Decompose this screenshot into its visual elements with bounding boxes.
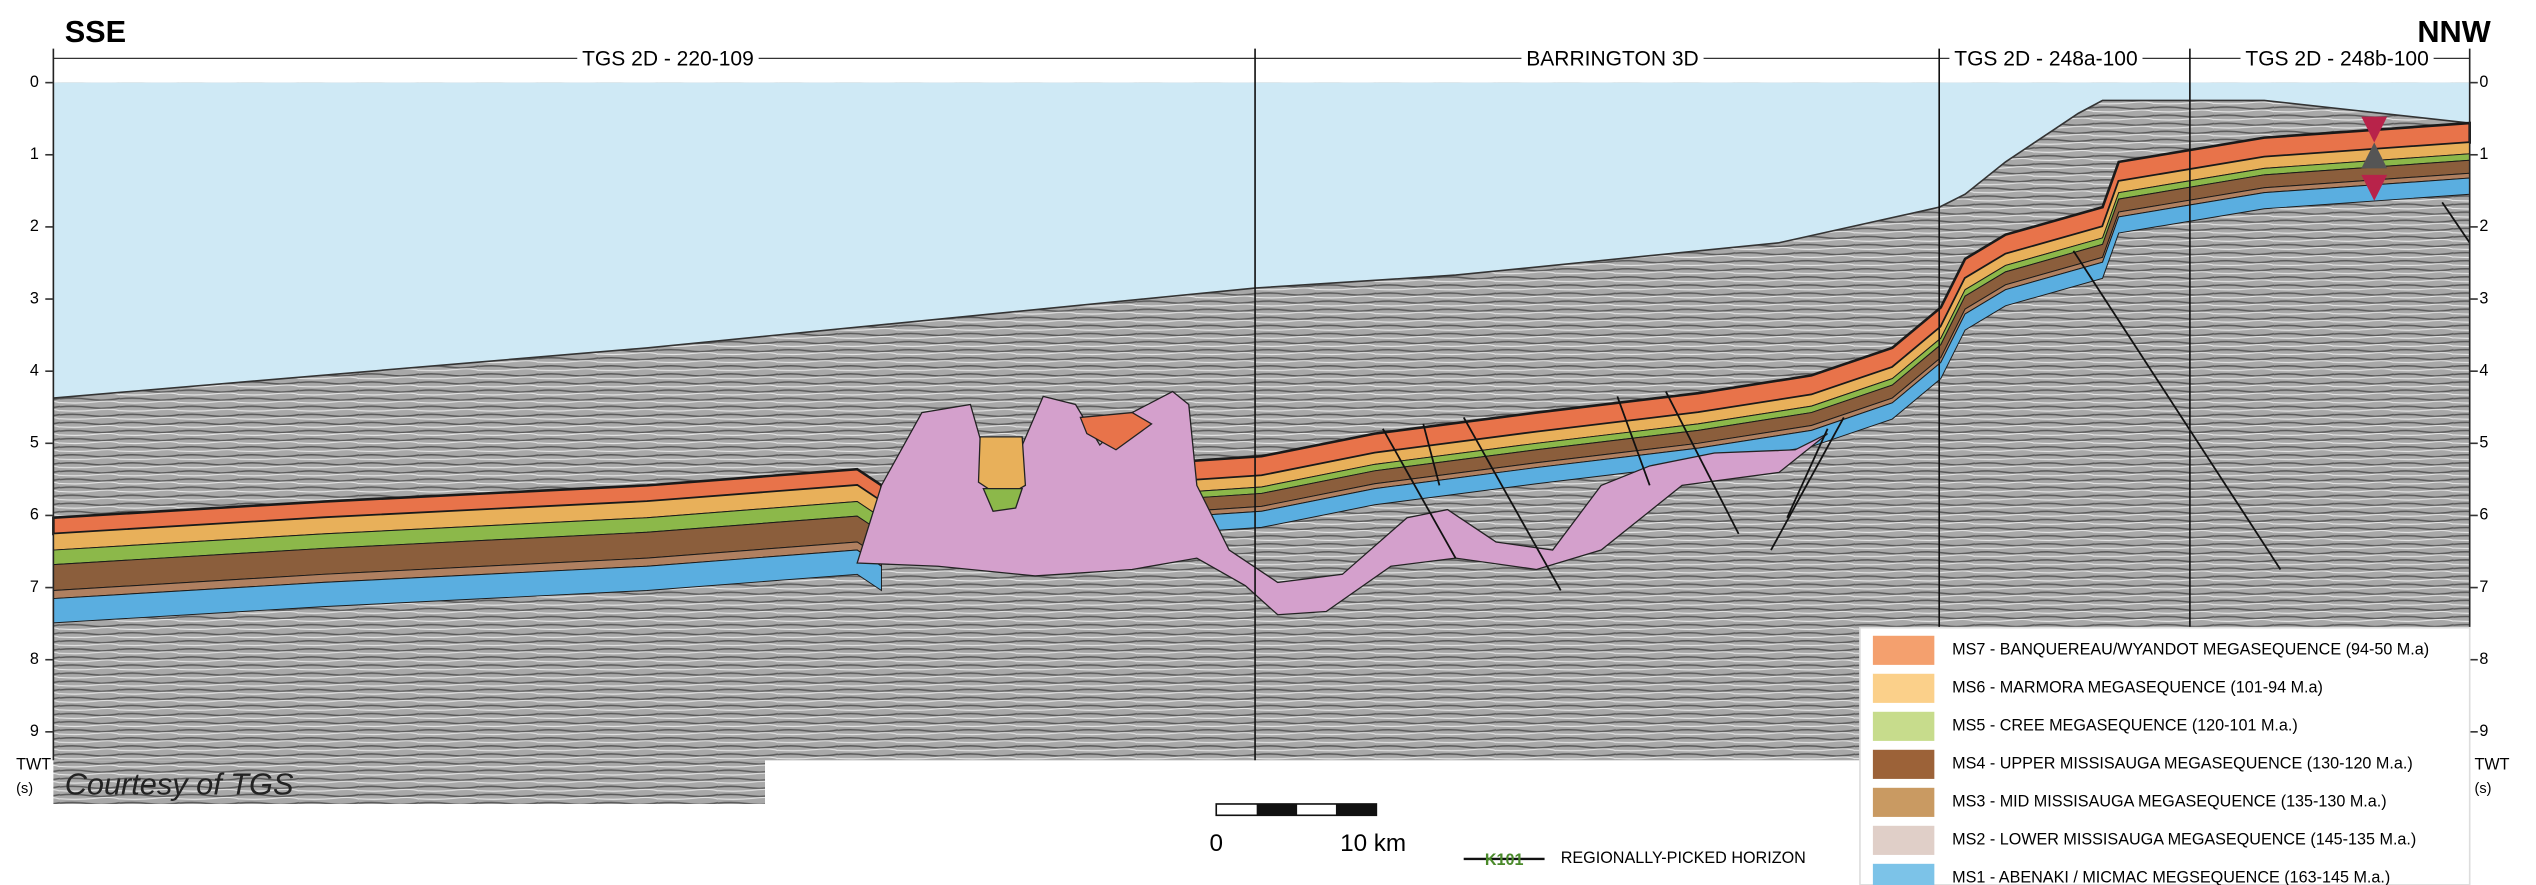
scale-bar [1256,803,1298,816]
direction-label: SSE [65,14,126,49]
direction-label: NNW [2417,14,2490,49]
well-marker [2361,142,2388,169]
time-tick-label: 9 [2479,722,2488,740]
salt-body [856,390,1829,616]
axis-label: TWT [16,755,51,773]
legend-swatch [1872,825,1935,855]
survey-line-label: TGS 2D - 248a-100 [1954,48,2137,71]
seafloor [53,99,2470,399]
time-tick-label: 0 [2479,73,2488,91]
time-tick-label: 0 [30,73,39,91]
time-tick-label: 1 [30,145,39,163]
axis-label: TWT [2475,755,2510,773]
label-bg [577,47,759,72]
legend-swatch [1872,711,1935,741]
axis-unit: (s) [2475,781,2492,797]
minibasin-fill [1079,411,1153,451]
credit: Courtesy of TGS [65,766,294,801]
legend-swatch [1872,749,1935,779]
survey-line-label: TGS 2D - 220-109 [582,48,754,71]
time-tick-label: 2 [2479,217,2488,235]
water-column [53,82,2470,399]
time-tick-label: 6 [30,506,39,524]
time-tick-label: 1 [2479,145,2488,163]
horizon-label: REGIONALLY-PICKED HORIZON [1561,849,1806,867]
legend-entry: MS2 - LOWER MISSISAUGA MEGASEQUENCE (145… [1952,831,2416,849]
time-tick-label: 3 [2479,289,2488,307]
time-tick-label: 8 [2479,650,2488,668]
scale-label: 0 [1209,830,1222,857]
time-tick-label: 8 [30,650,39,668]
legend-entry: MS4 - UPPER MISSISAUGA MEGASEQUENCE (130… [1952,755,2413,773]
legend-swatch [1872,635,1935,665]
axis-unit: (s) [16,781,33,797]
time-tick-label: 4 [30,361,39,379]
strata-layer [52,549,882,624]
survey-line-label: BARRINGTON 3D [1526,48,1698,71]
time-tick-label: 5 [30,434,39,452]
time-tick-label: 7 [2479,578,2488,596]
time-tick-label: 7 [30,578,39,596]
faults [1382,201,2471,591]
legend-entry: MS3 - MID MISSISAUGA MEGASEQUENCE (135-1… [1952,793,2387,811]
label-bg [1949,47,2143,72]
well-marker [2361,174,2388,201]
label-bg [2240,47,2434,72]
legend-swatch [1872,863,1935,885]
minibasin-fill [982,487,1024,512]
legend-swatch [1872,673,1935,703]
well-marker [2361,116,2388,143]
time-tick-label: 3 [30,289,39,307]
legend [1859,626,2471,885]
time-tick-label: 9 [30,722,39,740]
time-tick-label: 2 [30,217,39,235]
scale-bar [1335,803,1377,816]
legend-entry: MS6 - MARMORA MEGASEQUENCE (101-94 M.a) [1952,679,2323,697]
time-tick-label: 6 [2479,506,2488,524]
legend-entry: MS5 - CREE MEGASEQUENCE (120-101 M.a.) [1952,717,2298,735]
legend-entry: MS1 - ABENAKI / MICMAC MEGSEQUENCE (163-… [1952,869,2390,885]
seismic-background [53,760,766,804]
legend-entry: MS7 - BANQUEREAU/WYANDOT MEGASEQUENCE (9… [1952,641,2429,659]
survey-line-label: TGS 2D - 248b-100 [2245,48,2428,71]
label-bg [1521,47,1704,72]
time-tick-label: 5 [2479,434,2488,452]
legend-swatch [1872,787,1935,817]
time-tick-label: 4 [2479,361,2488,379]
horizon-symbol: K101 [1485,851,1524,869]
scale-label: 10 km [1340,830,1406,857]
